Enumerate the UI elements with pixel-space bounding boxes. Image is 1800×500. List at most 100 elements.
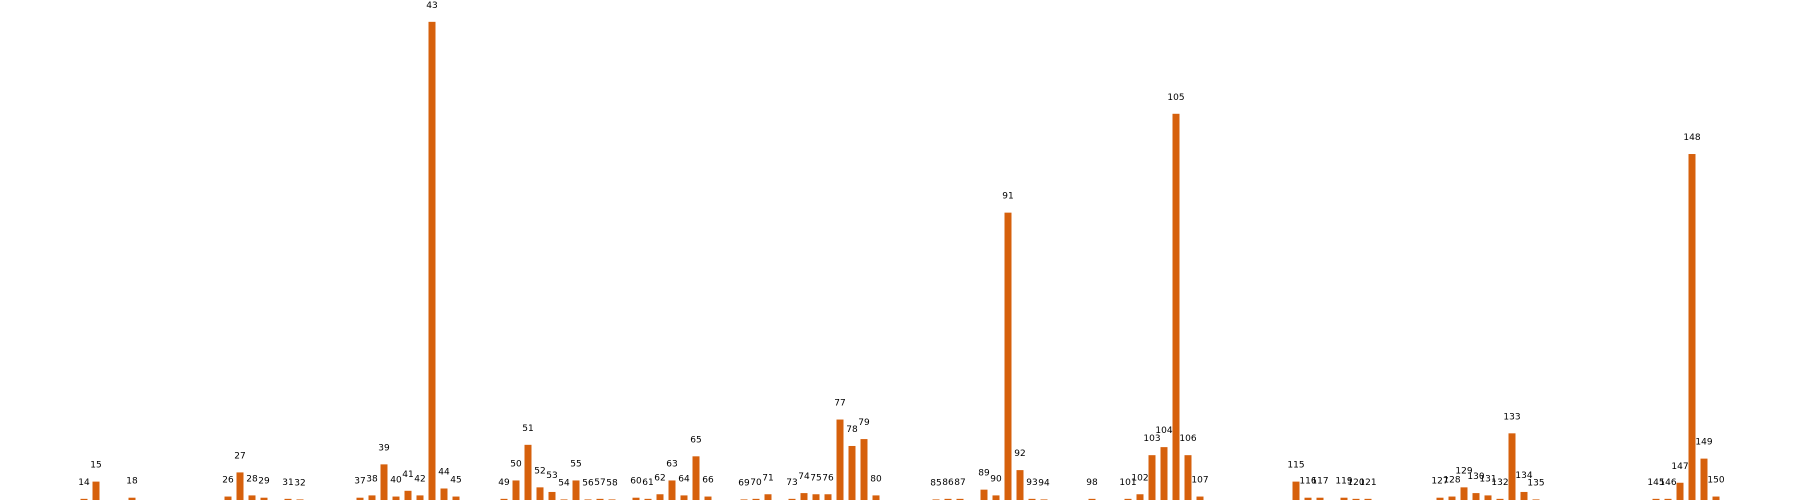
bar-label: 107 <box>1191 476 1208 486</box>
bar <box>860 439 868 500</box>
bar-label: 148 <box>1683 133 1700 143</box>
bar <box>1508 433 1516 500</box>
bar-label: 91 <box>1002 192 1013 202</box>
bar-label: 18 <box>126 477 138 487</box>
bar-label: 54 <box>558 478 570 488</box>
bar <box>1172 113 1180 500</box>
bar-label: 105 <box>1167 93 1184 103</box>
bar-label: 43 <box>426 1 437 11</box>
bar <box>1460 487 1468 500</box>
bar <box>980 489 988 500</box>
bar-label: 133 <box>1503 412 1520 422</box>
bar <box>656 494 664 500</box>
bar-label: 56 <box>582 478 594 488</box>
bar <box>1136 494 1144 500</box>
bar <box>1304 497 1312 500</box>
bar <box>692 456 700 500</box>
bar <box>236 472 244 500</box>
bar-label: 50 <box>510 459 522 469</box>
bar-label: 80 <box>870 474 882 484</box>
bar <box>1472 493 1480 500</box>
bar <box>512 480 520 500</box>
bar-label: 29 <box>258 477 270 487</box>
bar <box>992 495 1000 500</box>
bar-label: 79 <box>858 418 870 428</box>
bar <box>452 496 460 500</box>
bar-label: 150 <box>1707 476 1724 486</box>
bar <box>392 496 400 500</box>
bar-label: 40 <box>390 476 402 486</box>
bar <box>1088 498 1096 500</box>
bar-label: 63 <box>666 459 677 469</box>
bar <box>836 419 844 500</box>
bar <box>548 491 556 500</box>
bar <box>284 498 292 500</box>
bar-label: 115 <box>1287 461 1304 471</box>
bar-label: 51 <box>522 424 533 434</box>
bar <box>536 487 544 500</box>
bar-label: 93 <box>1026 478 1037 488</box>
bar-label: 38 <box>366 474 378 484</box>
bar <box>380 464 388 500</box>
bar <box>1292 481 1300 500</box>
bar-label: 74 <box>798 472 810 482</box>
bar-label: 132 <box>1491 478 1508 488</box>
bar-label: 102 <box>1131 473 1148 483</box>
bar-label: 26 <box>222 476 234 486</box>
bar-label: 131 <box>1479 474 1496 484</box>
bar-label: 89 <box>978 469 990 479</box>
bar <box>644 498 652 500</box>
bar <box>1664 498 1672 500</box>
bar <box>524 444 532 500</box>
bar <box>248 495 256 500</box>
bar-label: 130 <box>1467 472 1484 482</box>
bar-label: 32 <box>294 478 305 488</box>
bar-label: 49 <box>498 478 510 488</box>
bar-label: 117 <box>1311 477 1328 487</box>
bar <box>1520 491 1528 500</box>
bar-label: 147 <box>1671 462 1688 472</box>
bar <box>1316 497 1324 500</box>
bar-label: 77 <box>834 399 845 409</box>
bar-label: 85 <box>930 478 941 488</box>
bar <box>572 480 580 500</box>
bar-label: 134 <box>1515 471 1532 481</box>
bar-label: 90 <box>990 474 1002 484</box>
bar-label: 62 <box>654 473 665 483</box>
bar-label: 86 <box>942 478 954 488</box>
bar <box>800 493 808 500</box>
bar <box>92 481 100 500</box>
bar <box>596 498 604 500</box>
bar-label: 55 <box>570 459 581 469</box>
bar <box>356 497 364 500</box>
bar-label: 106 <box>1179 434 1196 444</box>
bar-label: 87 <box>954 478 965 488</box>
bar <box>872 495 880 500</box>
bar-label: 64 <box>678 474 690 484</box>
bar-label: 129 <box>1455 466 1472 476</box>
bar <box>1676 482 1684 500</box>
bar-label: 69 <box>738 478 750 488</box>
bar <box>956 498 964 500</box>
bar-label: 65 <box>690 435 701 445</box>
bar-label: 39 <box>378 443 390 453</box>
bar <box>812 494 820 500</box>
bar-label: 27 <box>234 451 245 461</box>
bar-label: 75 <box>810 473 821 483</box>
bar <box>1004 212 1012 500</box>
bar <box>1340 497 1348 500</box>
bar-label: 116 <box>1299 477 1316 487</box>
bar-label: 120 <box>1347 478 1364 488</box>
bar <box>1652 498 1660 500</box>
bar-label: 14 <box>78 478 90 488</box>
bar-label: 76 <box>822 473 834 483</box>
bar <box>260 497 268 500</box>
bar <box>1016 470 1024 500</box>
bar <box>368 495 376 500</box>
bar <box>224 496 232 500</box>
bar-label: 66 <box>702 476 714 486</box>
bar <box>668 480 676 500</box>
bar-label: 15 <box>90 461 101 471</box>
bar-label: 146 <box>1659 478 1676 488</box>
bar-label: 28 <box>246 474 258 484</box>
